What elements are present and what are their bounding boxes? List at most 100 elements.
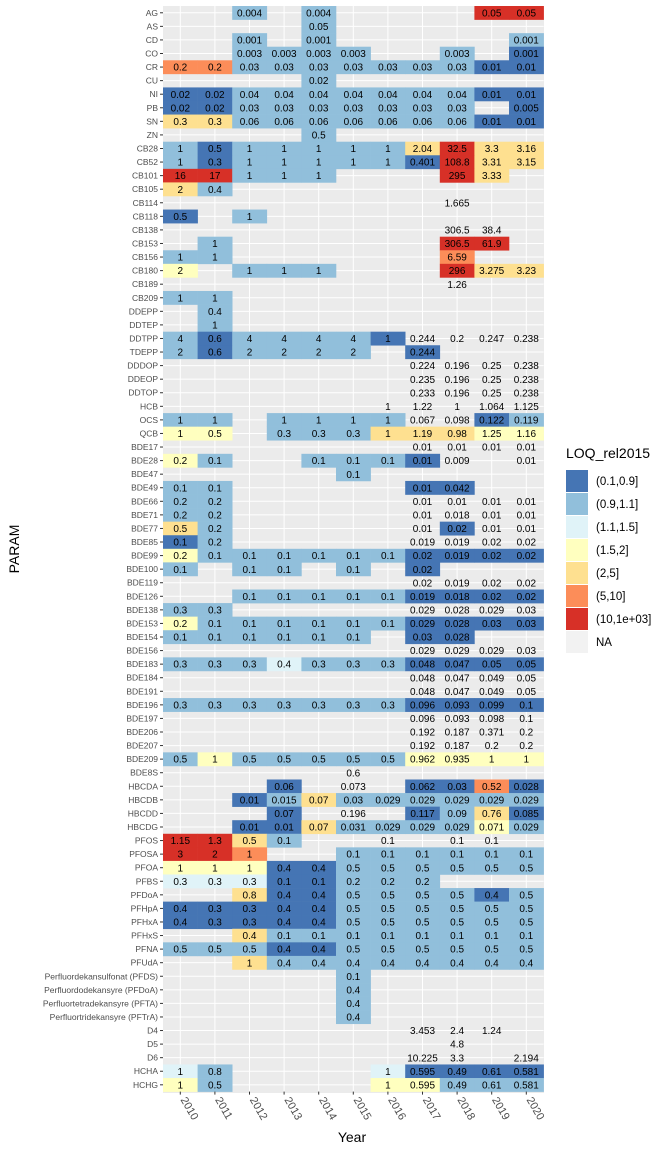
cell-label-bde99-2012: 0.1: [243, 551, 257, 562]
cell-hbcdb-2015: [336, 793, 371, 807]
cell-cb28-2015: [336, 141, 371, 156]
cell-ocs-2020: [509, 413, 544, 427]
cell-label-ni-2019: 0.01: [482, 90, 502, 101]
legend-key-1-1-1-5: [566, 516, 588, 538]
cell-label-cb52-2018: 108.8: [445, 158, 470, 169]
cell-pfhxs-2015: [336, 928, 371, 943]
cell-label-hbcdb-2013: 0.015: [272, 795, 297, 806]
cell-label-pfna-2018: 0.5: [450, 945, 464, 956]
cell-hbcdg-2017: [405, 820, 441, 835]
cell-label-pfuda-2017: 0.4: [416, 958, 430, 969]
cell-label-bde126-2015: 0.1: [346, 592, 360, 603]
cell-label-pfoa-2011: 1: [212, 863, 218, 874]
cell-label-cu-2014: 0.02: [309, 76, 329, 87]
cell-cb209-2011: [197, 290, 233, 305]
y-tick-label-as: AS: [147, 21, 159, 31]
cell-label-pfhpa-2016: 0.5: [381, 904, 395, 915]
cell-label-pfhpa-2012: 0.3: [243, 904, 257, 915]
cell-label-cb105-2010: 2: [178, 185, 184, 196]
cell-label-bde209-2013: 0.5: [277, 755, 291, 766]
cell-label-pfhxs-2013: 0.1: [277, 931, 291, 942]
cell-pfhpa-2020: [509, 901, 544, 916]
cell-label-bde196-2010: 0.3: [173, 700, 187, 711]
y-tick-label-bde153: BDE153: [126, 618, 158, 628]
cell-label-bde138-2017: 0.029: [410, 605, 435, 616]
cell-label-bde77-2018: 0.02: [447, 524, 467, 535]
cell-label-bde126-2020: 0.02: [517, 592, 537, 603]
cell-label-cb52-2011: 0.3: [208, 158, 222, 169]
y-tick-label-cb180: CB180: [132, 266, 158, 276]
cell-pfoa-2014: [301, 860, 337, 875]
cell-pfna-2017: [405, 942, 441, 957]
cell-ddtpp-2013: [266, 331, 302, 346]
cell-label-pfhxs-2019: 0.1: [485, 931, 499, 942]
cell-hbcdb-2017: [405, 793, 441, 807]
cell-bde71-2010: [163, 508, 198, 522]
cell-label-bde99-2019: 0.02: [482, 551, 502, 562]
cell-pb-2011: [197, 100, 233, 115]
cell-label-cb52-2016: 1: [385, 158, 391, 169]
cell-label-bde85-2017: 0.019: [410, 538, 435, 549]
cell-label-bde71-2020: 0.01: [517, 510, 537, 521]
cell-label-hbcdg-2018: 0.029: [445, 823, 470, 834]
cell-cb28-2014: [301, 141, 337, 156]
cell-cr-2020: [509, 60, 544, 75]
cell-qcb-2011: [197, 426, 233, 441]
cell-hbcdb-2018: [439, 793, 475, 807]
cell-label-hbcdg-2017: 0.029: [410, 823, 435, 834]
cell-label-bde196-2013: 0.3: [277, 700, 291, 711]
cell-label-cb153-2011: 1: [212, 239, 218, 250]
cell-label-bde154-2015: 0.1: [346, 633, 360, 644]
cell-label-pfosa-2020: 0.1: [519, 850, 533, 861]
cell-co-2018: [439, 46, 475, 61]
y-tick-label-pfhxa: PFHxA: [131, 917, 158, 927]
cell-perfluortridekansyre-pftra-2015: [336, 1010, 371, 1025]
y-tick-label-bde138: BDE138: [126, 605, 158, 615]
cell-label-hcha-2020: 0.581: [514, 1067, 539, 1078]
cell-cb52-2010: [163, 155, 198, 170]
cell-pfos-2010: [163, 833, 198, 848]
cell-label-cb52-2017: 0.401: [410, 158, 435, 169]
cell-bde49-2010: [163, 480, 198, 495]
cell-tdepp-2014: [301, 345, 337, 360]
cell-hbcdg-2013: [266, 820, 302, 835]
cell-hchg-2019: [474, 1078, 510, 1092]
cell-pfuda-2019: [474, 955, 510, 970]
cell-bde99-2018: [439, 548, 475, 563]
cell-label-cr-2014: 0.03: [309, 63, 329, 74]
cell-label-co-2015: 0.003: [341, 49, 366, 60]
y-tick-label-bde85: BDE85: [131, 537, 158, 547]
cell-label-ddtpp-2017: 0.244: [410, 334, 435, 345]
cell-pfdoa-2018: [439, 888, 475, 902]
cell-label-bde153-2015: 0.1: [346, 619, 360, 630]
cell-label-ocs-2013: 1: [281, 415, 287, 426]
cell-label-bde209-2010: 0.5: [173, 755, 187, 766]
y-tick-label-bde8s: BDE8S: [130, 768, 158, 778]
cell-pfuda-2013: [266, 955, 302, 970]
cell-label-pfhxa-2010: 0.4: [173, 918, 187, 929]
cell-label-pfhpa-2015: 0.5: [346, 904, 360, 915]
cell-label-bde49-2018: 0.042: [445, 483, 470, 494]
cell-bde183-2010: [163, 657, 198, 672]
cell-bde196-2010: [163, 698, 198, 712]
cell-label-bde156-2018: 0.029: [445, 646, 470, 657]
cell-ag-2019: [474, 6, 510, 20]
cell-label-cb153-2019: 61.9: [482, 239, 502, 250]
y-tick-label-pfoa: PFOA: [135, 863, 158, 873]
x-tick-label-2011: 2011: [212, 1095, 234, 1121]
cell-bde196-2012: [232, 698, 268, 712]
y-tick-label-pfhxs: PFHxS: [131, 931, 158, 941]
cell-bde100-2012: [232, 562, 268, 577]
cell-label-bde100-2013: 0.1: [277, 565, 291, 576]
y-tick-label-bde209: BDE209: [126, 754, 158, 764]
cell-pfhxa-2016: [370, 915, 406, 930]
cell-label-ddtpp-2016: 1: [385, 334, 391, 345]
cell-pfdoa-2017: [405, 888, 441, 902]
cell-cb153-2011: [197, 236, 233, 251]
cell-label-d6-2018: 3.3: [450, 1053, 464, 1064]
cell-bde209-2019: [474, 752, 510, 767]
cell-cb101-2010: [163, 168, 198, 183]
legend-label-0-1-0-9: (0.1,0.9]: [596, 476, 638, 488]
legend-key-5-10: [566, 585, 588, 607]
cell-label-cb52-2012: 1: [247, 158, 253, 169]
